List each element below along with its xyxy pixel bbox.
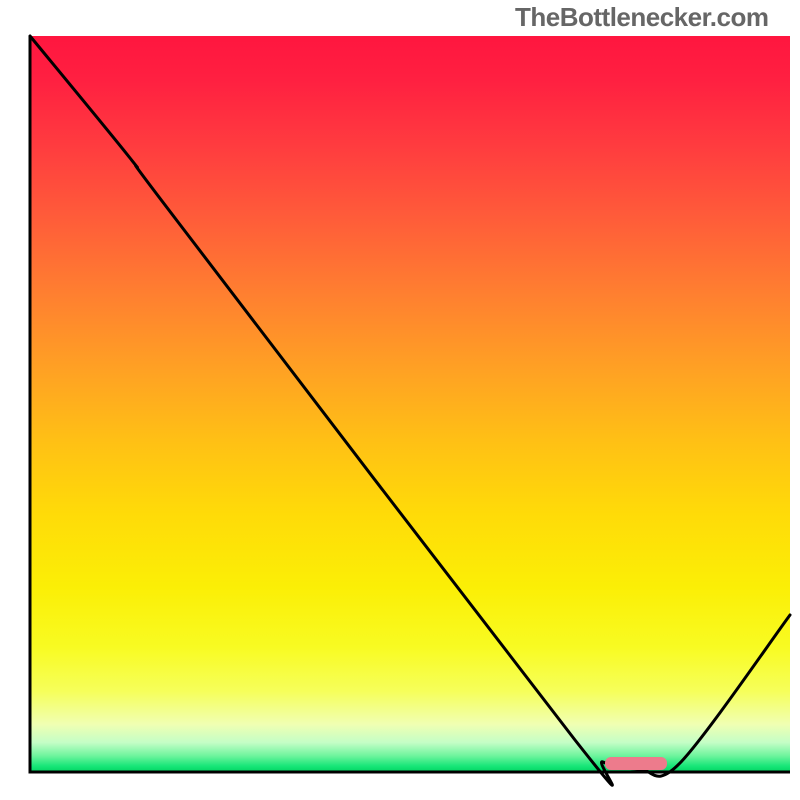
chart-container: { "watermark": { "text": "TheBottlenecke… [0, 0, 800, 800]
watermark-text: TheBottlenecker.com [515, 2, 768, 33]
bottleneck-chart [0, 0, 800, 800]
gradient-background [30, 36, 790, 772]
optimal-range-marker [605, 757, 667, 770]
